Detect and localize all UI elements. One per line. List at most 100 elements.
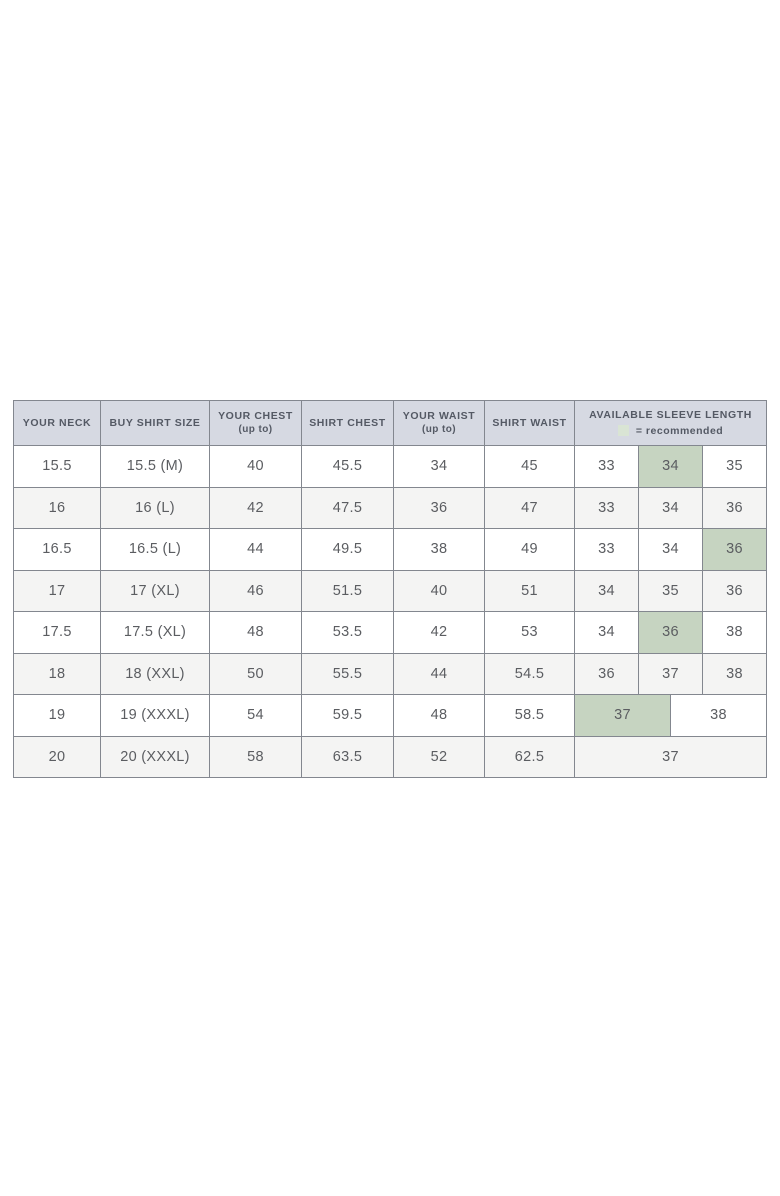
cell-sleeve-recommended: 34 — [638, 445, 703, 488]
cell-sleeve: 38 — [669, 694, 768, 737]
cell-shirt-waist: 49 — [484, 528, 575, 571]
col-header-shirt-waist: SHIRT WAIST — [484, 400, 575, 446]
cell-your-waist: 34 — [393, 445, 485, 488]
col-header-sublabel: (up to) — [238, 424, 273, 436]
cell-shirt-waist: 47 — [484, 486, 575, 529]
cell-your-chest: 42 — [209, 486, 302, 529]
col-header-label: YOUR CHEST — [218, 410, 293, 423]
table-row: 20 20 (XXXL) 58 63.5 52 62.5 37 — [13, 735, 768, 778]
cell-sleeve: 33 — [574, 486, 639, 529]
cell-your-chest: 58 — [209, 735, 302, 778]
cell-sleeve: 34 — [574, 611, 639, 654]
cell-sleeve: 36 — [701, 486, 768, 529]
cell-shirt-chest: 47.5 — [301, 486, 394, 529]
cell-buy-shirt-size: 20 (XXXL) — [100, 735, 210, 778]
cell-sleeve: 36 — [574, 652, 639, 695]
cell-your-chest: 50 — [209, 652, 302, 695]
cell-shirt-chest: 53.5 — [301, 611, 394, 654]
recommended-swatch-icon — [617, 425, 629, 436]
header-row: YOUR NECK BUY SHIRT SIZE YOUR CHEST (up t… — [13, 400, 768, 446]
recommended-legend: = recommended — [576, 424, 766, 438]
cell-your-neck: 16.5 — [13, 528, 101, 571]
cell-sleeve: 34 — [574, 569, 639, 612]
cell-sleeve-recommended: 36 — [701, 528, 768, 571]
cell-your-neck: 16 — [13, 486, 101, 529]
table-row: 16.5 16.5 (L) 44 49.5 38 49 33 34 36 — [13, 528, 768, 571]
col-header-label: AVAILABLE SLEEVE LENGTH — [589, 408, 752, 421]
cell-shirt-chest: 51.5 — [301, 569, 394, 612]
cell-your-neck: 17.5 — [13, 611, 101, 654]
col-header-label: SHIRT WAIST — [492, 416, 567, 429]
col-header-label: SHIRT CHEST — [309, 416, 386, 429]
col-header-sublabel: (up to) — [422, 424, 456, 436]
cell-sleeve-recommended: 34 — [638, 486, 703, 529]
table-row: 19 19 (XXXL) 54 59.5 48 58.5 37 38 — [13, 694, 768, 737]
cell-sleeve-recommended: 37 — [573, 735, 768, 778]
col-header-your-neck: YOUR NECK — [13, 400, 101, 446]
cell-shirt-waist: 58.5 — [484, 694, 575, 737]
col-header-label: YOUR WAIST — [402, 410, 476, 423]
cell-your-neck: 20 — [13, 735, 101, 778]
cell-sleeve-recommended: 37 — [638, 652, 703, 695]
cell-your-neck: 15.5 — [13, 445, 101, 488]
col-header-buy-shirt-size: BUY SHIRT SIZE — [100, 400, 210, 446]
cell-buy-shirt-size: 18 (XXL) — [100, 652, 210, 695]
cell-your-chest: 48 — [209, 611, 302, 654]
cell-buy-shirt-size: 15.5 (M) — [100, 445, 210, 488]
cell-sleeve: 38 — [701, 611, 768, 654]
cell-shirt-waist: 54.5 — [484, 652, 575, 695]
cell-shirt-waist: 51 — [484, 569, 575, 612]
col-header-available-sleeve-length: AVAILABLE SLEEVE LENGTH = recommended — [573, 400, 768, 446]
table-row: 17.5 17.5 (XL) 48 53.5 42 53 34 36 38 — [13, 611, 768, 654]
cell-your-chest: 40 — [209, 445, 302, 488]
cell-sleeve-recommended: 37 — [574, 694, 671, 737]
col-header-label: YOUR NECK — [22, 416, 92, 429]
cell-shirt-waist: 53 — [484, 611, 575, 654]
table-row: 18 18 (XXL) 50 55.5 44 54.5 36 37 38 — [13, 652, 768, 695]
recommended-legend-label: = recommended — [635, 425, 724, 437]
cell-sleeve: 38 — [701, 652, 768, 695]
col-header-label: BUY SHIRT SIZE — [109, 416, 201, 429]
cell-your-waist: 52 — [393, 735, 485, 778]
cell-sleeve: 36 — [701, 569, 768, 612]
cell-your-chest: 44 — [209, 528, 302, 571]
cell-your-chest: 54 — [209, 694, 302, 737]
cell-buy-shirt-size: 17 (XL) — [100, 569, 210, 612]
table-row: 15.5 15.5 (M) 40 45.5 34 45 33 34 35 — [13, 445, 768, 488]
cell-your-waist: 38 — [393, 528, 485, 571]
col-header-your-waist: YOUR WAIST (up to) — [393, 400, 485, 446]
cell-your-waist: 40 — [393, 569, 485, 612]
cell-buy-shirt-size: 19 (XXXL) — [100, 694, 210, 737]
cell-sleeve: 35 — [701, 445, 768, 488]
cell-your-neck: 19 — [13, 694, 101, 737]
cell-your-neck: 18 — [13, 652, 101, 695]
cell-sleeve-recommended: 35 — [638, 569, 703, 612]
cell-sleeve: 34 — [638, 528, 703, 571]
cell-sleeve-recommended: 36 — [638, 611, 703, 654]
cell-shirt-waist: 45 — [484, 445, 575, 488]
size-chart-table: YOUR NECK BUY SHIRT SIZE YOUR CHEST (up t… — [13, 400, 768, 778]
col-header-shirt-chest: SHIRT CHEST — [301, 400, 394, 446]
cell-shirt-chest: 55.5 — [301, 652, 394, 695]
cell-shirt-chest: 49.5 — [301, 528, 394, 571]
table-row: 16 16 (L) 42 47.5 36 47 33 34 36 — [13, 486, 768, 529]
cell-your-neck: 17 — [13, 569, 101, 612]
cell-shirt-chest: 59.5 — [301, 694, 394, 737]
cell-shirt-chest: 45.5 — [301, 445, 394, 488]
cell-buy-shirt-size: 17.5 (XL) — [100, 611, 210, 654]
cell-sleeve: 33 — [574, 445, 639, 488]
cell-your-waist: 36 — [393, 486, 485, 529]
cell-buy-shirt-size: 16 (L) — [100, 486, 210, 529]
cell-buy-shirt-size: 16.5 (L) — [100, 528, 210, 571]
cell-your-waist: 42 — [393, 611, 485, 654]
cell-your-waist: 48 — [393, 694, 485, 737]
cell-your-chest: 46 — [209, 569, 302, 612]
cell-shirt-chest: 63.5 — [301, 735, 394, 778]
cell-shirt-waist: 62.5 — [484, 735, 575, 778]
table-row: 17 17 (XL) 46 51.5 40 51 34 35 36 — [13, 569, 768, 612]
col-header-your-chest: YOUR CHEST (up to) — [209, 400, 302, 446]
size-chart-container: YOUR NECK BUY SHIRT SIZE YOUR CHEST (up t… — [13, 400, 768, 778]
cell-sleeve: 33 — [574, 528, 639, 571]
cell-your-waist: 44 — [393, 652, 485, 695]
